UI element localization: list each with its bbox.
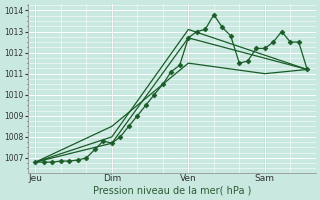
X-axis label: Pression niveau de la mer( hPa ): Pression niveau de la mer( hPa ) [92,186,251,196]
